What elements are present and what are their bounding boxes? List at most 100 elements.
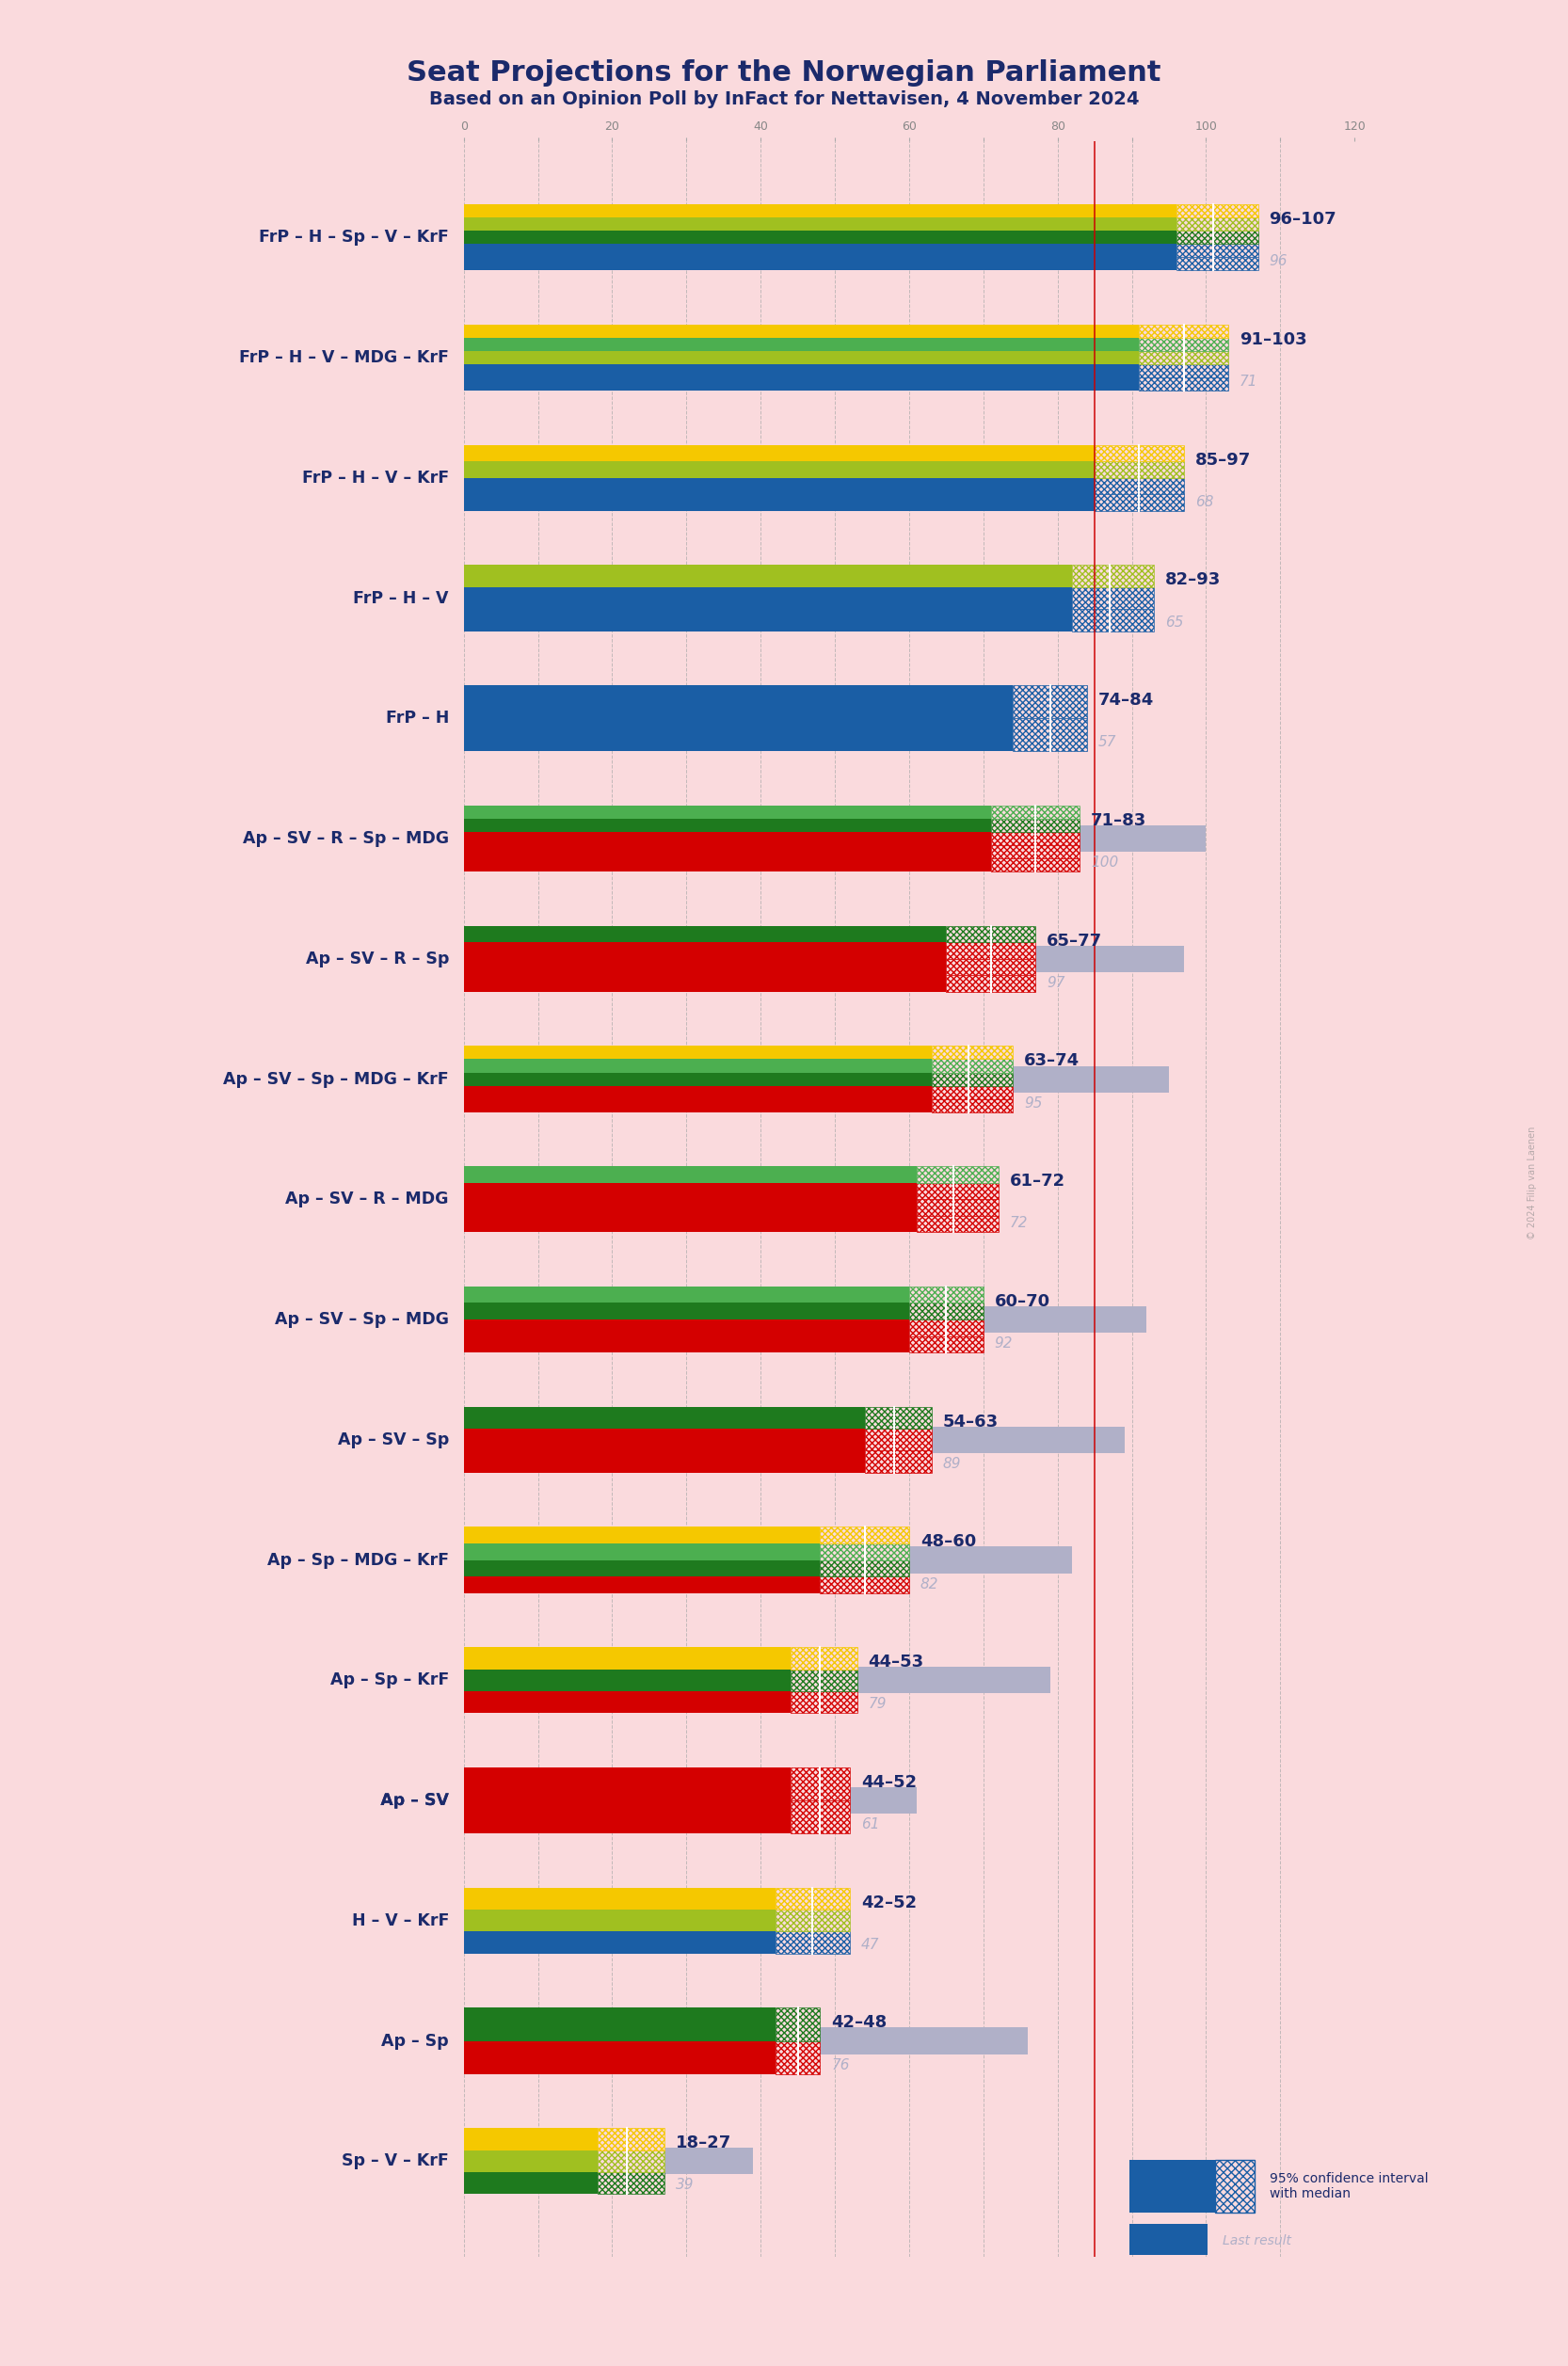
Text: Ap – SV – R – Sp – MDG: Ap – SV – R – Sp – MDG	[243, 830, 448, 847]
Bar	[790, 1767, 850, 1801]
Text: Based on an Opinion Poll by InFact for Nettavisen, 4 November 2024: Based on an Opinion Poll by InFact for N…	[430, 90, 1138, 109]
Bar	[917, 1216, 999, 1233]
Bar	[776, 1931, 850, 1954]
Text: 82–93: 82–93	[1165, 573, 1221, 589]
Bar	[464, 1185, 999, 1211]
Bar	[464, 587, 1073, 608]
Bar	[790, 1692, 858, 1713]
Text: 18–27: 18–27	[676, 2134, 731, 2151]
Bar	[464, 1304, 909, 1320]
Bar	[464, 1450, 864, 1472]
Text: FrP – H: FrP – H	[386, 710, 448, 726]
Bar	[1094, 445, 1184, 461]
Bar	[464, 1576, 820, 1592]
Bar	[991, 833, 1080, 845]
Text: 47: 47	[861, 1938, 880, 1952]
Text: Ap – Sp – KrF: Ap – Sp – KrF	[331, 1673, 448, 1689]
Bar	[464, 946, 1184, 972]
Bar	[464, 2151, 597, 2172]
Bar	[464, 324, 1140, 338]
Bar	[464, 1086, 931, 1098]
Bar	[464, 461, 1094, 478]
Bar	[1073, 608, 1154, 632]
Bar	[931, 1098, 1013, 1112]
Bar	[464, 1907, 812, 1933]
Bar	[931, 1072, 1013, 1086]
Bar	[1176, 232, 1258, 244]
Bar	[1094, 494, 1184, 511]
Bar	[1140, 324, 1228, 338]
Bar	[464, 494, 1094, 511]
Bar	[464, 1526, 820, 1543]
Bar	[464, 1408, 864, 1429]
Text: 85–97: 85–97	[1195, 452, 1251, 468]
Text: 82: 82	[920, 1576, 939, 1590]
Bar	[464, 1647, 790, 1668]
Bar	[991, 804, 1080, 819]
Text: Sp – V – KrF: Sp – V – KrF	[342, 2153, 448, 2170]
Bar	[464, 464, 969, 492]
Bar	[464, 1320, 909, 1337]
Bar	[464, 2172, 597, 2193]
Text: FrP – H – Sp – V – KrF: FrP – H – Sp – V – KrF	[259, 230, 448, 246]
Bar	[464, 2042, 776, 2075]
Text: 61: 61	[861, 1817, 880, 1831]
Bar	[464, 1216, 917, 1233]
Text: FrP – H – V: FrP – H – V	[353, 589, 448, 606]
Bar	[464, 1668, 1051, 1694]
Bar	[464, 1692, 790, 1713]
Bar	[464, 1337, 909, 1353]
Text: 61–72: 61–72	[1010, 1174, 1065, 1190]
Text: H – V – KrF: H – V – KrF	[351, 1912, 448, 1928]
Text: Ap – SV – R – Sp: Ap – SV – R – Sp	[306, 951, 448, 968]
Bar	[820, 1576, 909, 1592]
Bar	[1094, 461, 1184, 478]
Text: 71: 71	[1239, 374, 1258, 388]
Bar	[464, 2028, 1029, 2054]
Text: Ap – SV: Ap – SV	[381, 1791, 448, 1810]
Bar	[991, 819, 1080, 833]
Bar	[464, 1166, 917, 1183]
Bar	[464, 232, 1176, 244]
Bar	[864, 1408, 931, 1429]
Bar	[1140, 379, 1228, 390]
Bar	[1176, 218, 1258, 232]
Bar	[597, 2172, 665, 2193]
Bar	[946, 942, 1035, 958]
Bar	[464, 218, 1176, 232]
Bar	[464, 804, 991, 819]
Bar	[464, 958, 946, 975]
Text: 44–53: 44–53	[869, 1654, 924, 1670]
Bar	[597, 2127, 665, 2151]
Text: © 2024 Filip van Laenen: © 2024 Filip van Laenen	[1527, 1126, 1537, 1240]
Bar	[464, 1427, 1124, 1453]
Bar	[464, 1065, 1170, 1093]
Bar	[464, 1098, 931, 1112]
Bar	[776, 2042, 820, 2075]
Bar	[776, 1909, 850, 1931]
Bar	[464, 478, 1094, 494]
Text: 57: 57	[1099, 736, 1116, 750]
Bar	[790, 1801, 850, 1834]
Bar	[464, 1888, 776, 1909]
Text: Ap – SV – Sp: Ap – SV – Sp	[337, 1431, 448, 1448]
Text: 100: 100	[1091, 856, 1118, 871]
Bar	[931, 1086, 1013, 1098]
Bar	[464, 1200, 917, 1216]
Bar	[464, 1287, 909, 1304]
Bar	[1140, 350, 1228, 364]
Bar	[464, 705, 887, 731]
Text: 71–83: 71–83	[1091, 812, 1146, 828]
Text: 72: 72	[1010, 1216, 1027, 1230]
Text: Ap – Sp: Ap – Sp	[381, 2032, 448, 2049]
Bar	[464, 1060, 931, 1072]
Bar	[464, 225, 1176, 251]
Bar	[464, 826, 1206, 852]
Bar	[464, 1547, 1073, 1573]
Text: Seat Projections for the Norwegian Parliament: Seat Projections for the Norwegian Parli…	[406, 59, 1162, 88]
Bar	[776, 1888, 850, 1909]
Text: 54–63: 54–63	[942, 1413, 999, 1429]
Bar	[790, 1647, 858, 1668]
Bar	[1094, 478, 1184, 494]
Bar	[464, 203, 1176, 218]
